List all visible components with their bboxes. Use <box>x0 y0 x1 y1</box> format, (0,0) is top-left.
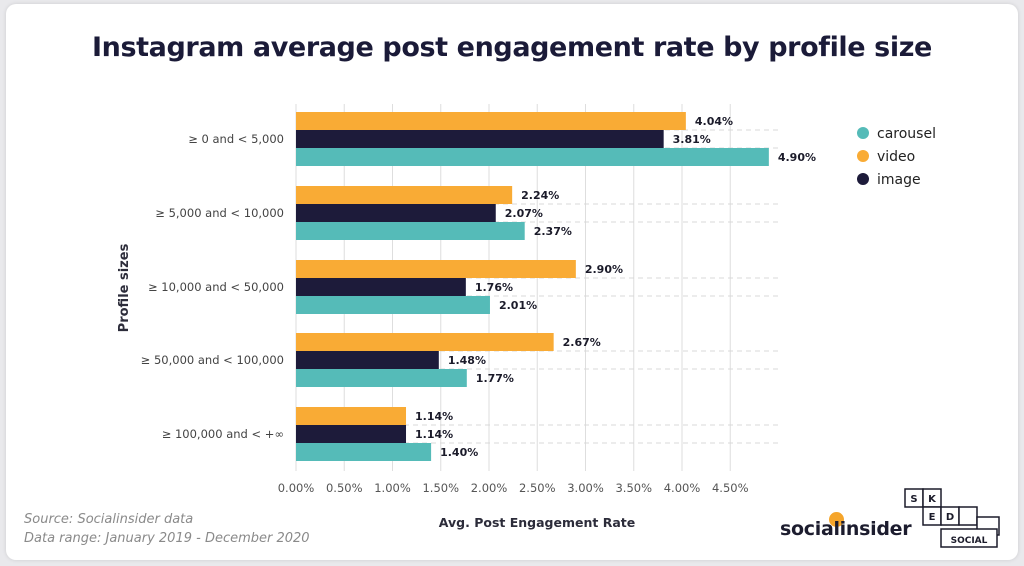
bar-carousel <box>296 369 467 387</box>
bar-video <box>296 186 513 204</box>
x-tick-label: 4.50% <box>712 481 749 495</box>
sked-social-word: SOCIAL <box>951 536 988 546</box>
data-label-image: 1.76% <box>475 281 513 294</box>
data-label-carousel: 4.90% <box>778 151 816 164</box>
date-range-note: Data range: January 2019 - December 2020 <box>24 531 310 546</box>
x-tick-label: 2.50% <box>519 481 556 495</box>
x-tick-label: 1.50% <box>422 481 459 495</box>
legend-marker-image <box>857 173 869 185</box>
sked-social-logo: S K E D SOCIAL <box>904 488 1000 548</box>
x-axis-title: Avg. Post Engagement Rate <box>439 515 635 530</box>
legend-label-image: image <box>877 172 921 188</box>
bar-image <box>296 278 466 296</box>
data-label-video: 4.04% <box>695 115 733 128</box>
data-label-image: 1.14% <box>415 428 453 441</box>
socialinsider-logo: socialinsider <box>780 518 912 540</box>
data-label-carousel: 1.40% <box>440 446 478 459</box>
sked-letter-e: E <box>929 512 936 523</box>
bar-carousel <box>296 222 525 240</box>
data-label-image: 1.48% <box>448 354 486 367</box>
socialinsider-logo-dot <box>829 512 844 527</box>
bar-carousel <box>296 296 490 314</box>
y-category-label: ≥ 100,000 and < +∞ <box>162 427 284 441</box>
source-note: Source: Socialinsider data <box>24 512 194 527</box>
data-label-carousel: 1.77% <box>476 372 514 385</box>
bar-video <box>296 407 407 425</box>
y-category-label: ≥ 10,000 and < 50,000 <box>148 280 284 294</box>
bar-video <box>296 333 554 351</box>
sked-letter-k: K <box>928 494 937 505</box>
bar-video <box>296 112 686 130</box>
bar-image <box>296 351 439 369</box>
x-tick-label: 3.50% <box>615 481 652 495</box>
x-tick-label: 0.50% <box>326 481 363 495</box>
bar-image <box>296 204 496 222</box>
legend-marker-video <box>857 150 869 162</box>
x-tick-label: 1.00% <box>374 481 411 495</box>
x-tick-label: 4.00% <box>664 481 701 495</box>
bar-image <box>296 425 407 443</box>
data-label-video: 2.90% <box>585 263 623 276</box>
sked-letter-d: D <box>946 512 954 523</box>
y-category-label: ≥ 5,000 and < 10,000 <box>155 206 284 220</box>
y-category-label: ≥ 50,000 and < 100,000 <box>141 353 284 367</box>
data-label-video: 2.67% <box>563 336 601 349</box>
data-label-image: 2.07% <box>505 207 543 220</box>
y-axis-title: Profile sizes <box>117 243 132 332</box>
legend-label-carousel: carousel <box>877 126 936 142</box>
x-tick-label: 3.00% <box>567 481 604 495</box>
chart-card <box>6 4 1018 560</box>
legend-label-video: video <box>877 149 915 165</box>
legend-marker-carousel <box>857 127 869 139</box>
chart-title: Instagram average post engagement rate b… <box>92 32 932 63</box>
data-label-video: 1.14% <box>415 410 453 423</box>
x-tick-label: 0.00% <box>278 481 315 495</box>
data-label-image: 3.81% <box>673 133 711 146</box>
bar-carousel <box>296 443 432 461</box>
data-label-carousel: 2.37% <box>534 225 572 238</box>
bar-carousel <box>296 148 769 166</box>
bar-image <box>296 130 664 148</box>
bar-video <box>296 260 576 278</box>
x-tick-label: 2.00% <box>471 481 508 495</box>
data-label-video: 2.24% <box>521 189 559 202</box>
y-category-label: ≥ 0 and < 5,000 <box>188 132 284 146</box>
sked-letter-s: S <box>910 494 917 505</box>
data-label-carousel: 2.01% <box>499 299 537 312</box>
